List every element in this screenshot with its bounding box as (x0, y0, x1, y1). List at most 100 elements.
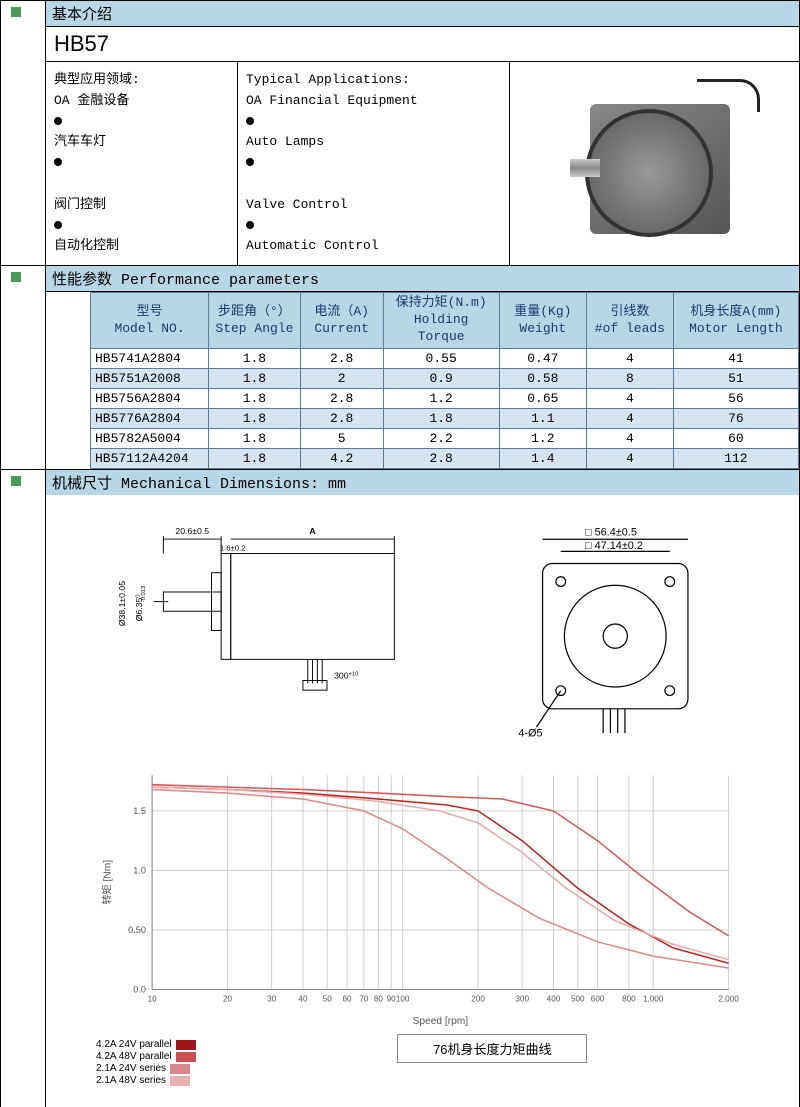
apps-cn-item: 自动化控制 (54, 236, 229, 257)
bullet-column (1, 266, 45, 469)
svg-text:80: 80 (374, 995, 384, 1004)
side-drawing: 20.6±0.5 A 1.6±0.2 Ø38.1±0.05 Ø6.350-0.0… (96, 515, 442, 745)
svg-text:2,000: 2,000 (718, 995, 739, 1004)
svg-text:800: 800 (622, 995, 636, 1004)
table-cell: 4 (586, 408, 673, 428)
table-row: HB5782A50041.852.21.2460 (91, 428, 799, 448)
apps-en-title: Typical Applications: (246, 70, 501, 91)
table-cell: 8 (586, 368, 673, 388)
bullet-dot (54, 221, 62, 229)
table-row: HB5741A28041.82.80.550.47441 (91, 348, 799, 368)
apps-cn-col: 典型应用领域: OA 金融设备 汽车车灯 阀门控制 自动化控制 (46, 62, 238, 265)
svg-text:500: 500 (571, 995, 585, 1004)
bullet-dot (54, 117, 62, 125)
table-cell: 0.65 (499, 388, 586, 408)
section-bullet (11, 272, 21, 282)
model-title: HB57 (45, 27, 799, 62)
table-row: HB5751A20081.820.90.58851 (91, 368, 799, 388)
table-cell: 112 (673, 448, 798, 468)
svg-text:200: 200 (471, 995, 485, 1004)
table-cell: 56 (673, 388, 798, 408)
table-cell: 1.8 (209, 448, 301, 468)
table-cell: 5 (300, 428, 383, 448)
svg-text:300+10: 300+10 (334, 670, 358, 680)
table-cell: 1.2 (499, 428, 586, 448)
apps-en-item: Automatic Control (246, 236, 501, 257)
table-cell: 41 (673, 348, 798, 368)
intro-header: 基本介绍 (45, 1, 799, 27)
table-cell: 1.8 (209, 348, 301, 368)
bullet-column (1, 1, 45, 265)
svg-text:50: 50 (323, 995, 333, 1004)
product-image-col (510, 62, 799, 265)
svg-text:70: 70 (359, 995, 369, 1004)
mech-section: 机械尺寸 Mechanical Dimensions: mm (0, 469, 800, 1107)
legend-swatch (176, 1040, 196, 1050)
table-cell: 1.4 (499, 448, 586, 468)
legend-item: 4.2A 48V parallel (96, 1051, 196, 1062)
svg-text:400: 400 (547, 995, 561, 1004)
table-cell: HB57112A4204 (91, 448, 209, 468)
svg-text:90: 90 (387, 995, 397, 1004)
table-cell: 1.8 (209, 408, 301, 428)
apps-en-item: OA Financial Equipment (246, 91, 501, 112)
motor-image (540, 74, 770, 254)
table-cell: 0.55 (383, 348, 499, 368)
perf-header: 性能参数 Performance parameters (45, 266, 799, 292)
table-cell: 2.8 (300, 408, 383, 428)
table-cell: 1.8 (209, 388, 301, 408)
table-cell: 0.47 (499, 348, 586, 368)
svg-text:1.0: 1.0 (133, 866, 146, 876)
legend-label: 2.1A 24V series (96, 1063, 166, 1074)
apps-cn-item: OA 金融设备 (54, 91, 229, 112)
svg-text:□ 56.4±0.5: □ 56.4±0.5 (585, 526, 637, 538)
svg-text:10: 10 (148, 995, 158, 1004)
legend-swatch (170, 1076, 190, 1086)
table-cell: HB5751A2008 (91, 368, 209, 388)
perf-section: 性能参数 Performance parameters 型号Model NO.步… (0, 265, 800, 469)
apps-en-item: Auto Lamps (246, 132, 501, 153)
section-bullet (11, 7, 21, 17)
svg-text:4-Ø5: 4-Ø5 (519, 728, 543, 740)
svg-text:20: 20 (223, 995, 233, 1004)
svg-text:1.5: 1.5 (133, 806, 146, 816)
mech-header: 机械尺寸 Mechanical Dimensions: mm (45, 470, 799, 495)
bullet-dot (246, 221, 254, 229)
table-cell: 60 (673, 428, 798, 448)
svg-text:40: 40 (298, 995, 308, 1004)
bullet-dot (54, 158, 62, 166)
svg-text:□ 47.14±0.2: □ 47.14±0.2 (585, 540, 643, 552)
legend-label: 4.2A 48V parallel (96, 1051, 172, 1062)
svg-text:30: 30 (267, 995, 277, 1004)
svg-text:20.6±0.5: 20.6±0.5 (175, 526, 209, 536)
legend-label: 2.1A 48V series (96, 1075, 166, 1086)
legend-item: 2.1A 48V series (96, 1075, 196, 1086)
svg-text:300: 300 (515, 995, 529, 1004)
mech-body: 20.6±0.5 A 1.6±0.2 Ø38.1±0.05 Ø6.350-0.0… (45, 495, 799, 1107)
svg-text:A: A (309, 526, 316, 536)
table-row: HB5756A28041.82.81.20.65456 (91, 388, 799, 408)
table-cell: 4 (586, 428, 673, 448)
table-row: HB57112A42041.84.22.81.44112 (91, 448, 799, 468)
apps-cn-item: 阀门控制 (54, 195, 229, 216)
intro-section: 基本介绍 HB57 典型应用领域: OA 金融设备 汽车车灯 阀门控制 自动化控… (0, 0, 800, 265)
svg-text:600: 600 (591, 995, 605, 1004)
table-cell: 76 (673, 408, 798, 428)
svg-text:0.50: 0.50 (128, 925, 146, 935)
table-cell: HB5782A5004 (91, 428, 209, 448)
table-cell: 4 (586, 448, 673, 468)
apps-en-item: Valve Control (246, 195, 501, 216)
table-cell: 1.1 (499, 408, 586, 428)
front-drawing: □ 56.4±0.5 □ 47.14±0.2 4-Ø5 (482, 515, 749, 745)
svg-text:0.0: 0.0 (133, 985, 146, 995)
svg-text:转矩 [Nm]: 转矩 [Nm] (100, 860, 113, 905)
svg-text:Ø6.350-0.013: Ø6.350-0.013 (134, 586, 147, 621)
table-cell: 4 (586, 388, 673, 408)
apps-en-col: Typical Applications: OA Financial Equip… (238, 62, 510, 265)
svg-text:Ø38.1±0.05: Ø38.1±0.05 (117, 581, 127, 626)
table-cell: 2.8 (300, 348, 383, 368)
table-cell: 2.8 (383, 448, 499, 468)
svg-text:1,000: 1,000 (643, 995, 664, 1004)
chart-caption: 76机身长度力矩曲线 (397, 1034, 587, 1063)
table-cell: 2.8 (300, 388, 383, 408)
